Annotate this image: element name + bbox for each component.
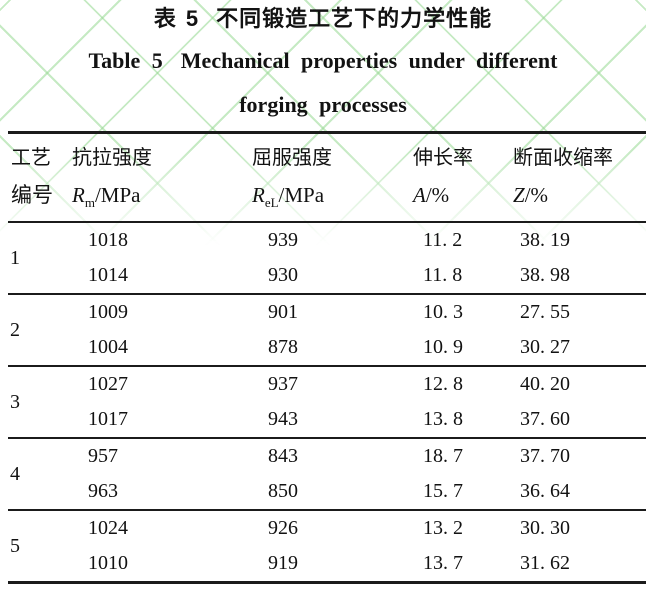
table-title-en-text: Mechanical properties under different bbox=[180, 48, 558, 73]
table-number-cn: 表 5 bbox=[153, 6, 201, 31]
cell-rel: 878 bbox=[268, 336, 298, 358]
table-title-chinese: 表 5 不同锻造工艺下的力学性能 bbox=[0, 4, 646, 34]
process-group-3: 3 1027 937 12. 8 40. 20 1017 943 13. 8 3… bbox=[8, 366, 646, 438]
cell-a: 11. 2 bbox=[423, 229, 463, 251]
table-row: 3 1027 937 12. 8 40. 20 bbox=[8, 366, 646, 413]
mechanical-properties-table: 工艺 编号 抗拉强度 Rm/MPa 屈服强度 ReL/MPa 伸长率 A/% 断… bbox=[8, 131, 646, 584]
cell-rm: 1027 bbox=[88, 373, 128, 395]
header-process-line2: 编号 bbox=[11, 183, 53, 207]
cell-z: 37. 70 bbox=[520, 445, 570, 467]
cell-rel: 850 bbox=[268, 480, 298, 502]
header-tensile-line1: 抗拉强度 bbox=[72, 147, 152, 169]
header-process-id: 工艺 编号 bbox=[8, 133, 62, 223]
cell-rel: 930 bbox=[268, 264, 298, 286]
cell-z: 30. 27 bbox=[520, 336, 570, 358]
cell-z: 36. 64 bbox=[520, 480, 570, 502]
header-process-line1: 工艺 bbox=[11, 147, 51, 169]
process-id: 1 bbox=[10, 246, 20, 269]
header-row: 工艺 编号 抗拉强度 Rm/MPa 屈服强度 ReL/MPa 伸长率 A/% 断… bbox=[8, 133, 646, 223]
cell-rel: 937 bbox=[268, 373, 298, 395]
cell-rm: 1018 bbox=[88, 229, 128, 251]
cell-a: 15. 7 bbox=[423, 480, 463, 502]
header-reduction-of-area: 断面收缩率 Z/% bbox=[503, 133, 646, 223]
header-elongation-line2: A/% bbox=[413, 177, 503, 221]
unit-percent-z: /% bbox=[524, 183, 549, 207]
table-row: 963 850 15. 7 36. 64 bbox=[8, 474, 646, 510]
cell-z: 27. 55 bbox=[520, 301, 570, 323]
header-tensile-line2: Rm/MPa bbox=[72, 177, 242, 221]
header-tensile-strength: 抗拉强度 Rm/MPa bbox=[62, 133, 242, 223]
cell-rel: 919 bbox=[268, 552, 298, 574]
cell-a: 13. 7 bbox=[423, 552, 463, 574]
header-elongation: 伸长率 A/% bbox=[403, 133, 503, 223]
cell-rel: 943 bbox=[268, 408, 298, 430]
cell-rm: 1024 bbox=[88, 517, 128, 539]
cell-rel: 843 bbox=[268, 445, 298, 467]
cell-z: 31. 62 bbox=[520, 552, 570, 574]
cell-rel: 926 bbox=[268, 517, 298, 539]
cell-a: 10. 9 bbox=[423, 336, 463, 358]
cell-z: 38. 19 bbox=[520, 229, 570, 251]
table-title-english-line1: Table 5 Mechanical properties under diffe… bbox=[0, 46, 646, 76]
subscript-eL: eL bbox=[264, 195, 279, 211]
header-yield-strength: 屈服强度 ReL/MPa bbox=[242, 133, 403, 223]
symbol-A: A bbox=[413, 183, 426, 207]
cell-rm: 1009 bbox=[88, 301, 128, 323]
process-group-1: 1 1018 939 11. 2 38. 19 1014 930 11. 8 3… bbox=[8, 222, 646, 294]
cell-z: 38. 98 bbox=[520, 264, 570, 286]
table-row: 1014 930 11. 8 38. 98 bbox=[8, 258, 646, 294]
symbol-ReL: R bbox=[252, 183, 265, 207]
cell-rm: 1017 bbox=[88, 408, 128, 430]
process-id: 5 bbox=[10, 534, 20, 557]
process-id: 2 bbox=[10, 318, 20, 341]
cell-a: 10. 3 bbox=[423, 301, 463, 323]
table-row: 2 1009 901 10. 3 27. 55 bbox=[8, 294, 646, 341]
symbol-Rm: R bbox=[72, 183, 85, 207]
cell-a: 11. 8 bbox=[423, 264, 463, 286]
table-row: 5 1024 926 13. 2 30. 30 bbox=[8, 510, 646, 557]
header-elongation-line1: 伸长率 bbox=[413, 147, 473, 169]
process-id: 4 bbox=[10, 462, 20, 485]
subscript-m: m bbox=[84, 195, 95, 211]
table-row: 1010 919 13. 7 31. 62 bbox=[8, 546, 646, 583]
process-group-5: 5 1024 926 13. 2 30. 30 1010 919 13. 7 3… bbox=[8, 510, 646, 583]
table-title-cn-text: 不同锻造工艺下的力学性能 bbox=[216, 6, 493, 31]
table-row: 1017 943 13. 8 37. 60 bbox=[8, 402, 646, 438]
cell-rel: 901 bbox=[268, 301, 298, 323]
cell-a: 12. 8 bbox=[423, 373, 463, 395]
header-reduction-line2: Z/% bbox=[513, 177, 646, 221]
unit-mpa: /MPa bbox=[94, 183, 141, 207]
process-id: 3 bbox=[10, 390, 20, 413]
process-group-2: 2 1009 901 10. 3 27. 55 1004 878 10. 9 3… bbox=[8, 294, 646, 366]
header-yield-line2: ReL/MPa bbox=[252, 177, 403, 221]
unit-mpa2: /MPa bbox=[278, 183, 325, 207]
cell-z: 40. 20 bbox=[520, 373, 570, 395]
unit-percent-a: /% bbox=[425, 183, 450, 207]
cell-rm: 963 bbox=[88, 480, 118, 502]
symbol-Z: Z bbox=[513, 183, 525, 207]
cell-a: 13. 8 bbox=[423, 408, 463, 430]
cell-a: 13. 2 bbox=[423, 517, 463, 539]
table-number-en: Table 5 bbox=[88, 48, 163, 73]
cell-z: 30. 30 bbox=[520, 517, 570, 539]
table-title-english-line2: forging processes bbox=[0, 90, 646, 120]
table-row: 1004 878 10. 9 30. 27 bbox=[8, 330, 646, 366]
table-header: 工艺 编号 抗拉强度 Rm/MPa 屈服强度 ReL/MPa 伸长率 A/% 断… bbox=[8, 133, 646, 223]
table-row: 1 1018 939 11. 2 38. 19 bbox=[8, 222, 646, 269]
table-title-en-text2: forging processes bbox=[239, 92, 407, 117]
table-row: 4 957 843 18. 7 37. 70 bbox=[8, 438, 646, 485]
cell-z: 37. 60 bbox=[520, 408, 570, 430]
cell-rm: 1004 bbox=[88, 336, 128, 358]
cell-rm: 1010 bbox=[88, 552, 128, 574]
cell-rm: 957 bbox=[88, 445, 118, 467]
process-group-4: 4 957 843 18. 7 37. 70 963 850 15. 7 36.… bbox=[8, 438, 646, 510]
cell-a: 18. 7 bbox=[423, 445, 463, 467]
cell-rel: 939 bbox=[268, 229, 298, 251]
cell-rm: 1014 bbox=[88, 264, 128, 286]
header-yield-line1: 屈服强度 bbox=[252, 147, 332, 169]
header-reduction-line1: 断面收缩率 bbox=[513, 147, 613, 169]
